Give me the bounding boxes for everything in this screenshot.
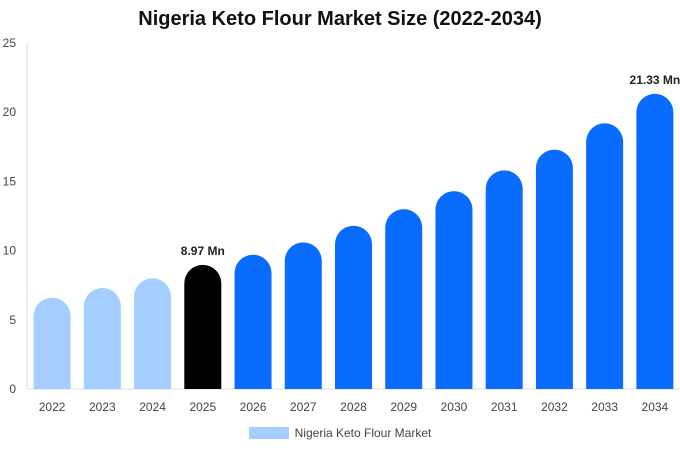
labels: 2022 2023 2024 2025 8.97 Mn 2026 2027 2028 2029 2… [39,73,680,414]
x-tick-label: 2030 [441,400,468,414]
data-label-2025: 8.97 Mn [181,244,225,258]
data-label-2034: 21.33 Mn [630,73,680,87]
x-tick-label: 2031 [491,400,518,414]
y-tick-label: 20 [3,105,17,119]
x-tick-label: 2027 [290,400,317,414]
legend-swatch [248,427,289,439]
y-tick-label: 0 [9,382,16,396]
bar-2024 [134,278,172,389]
x-tick-label: 2033 [591,400,618,414]
x-tick-label: 2028 [340,400,367,414]
bar-2030 [435,191,473,389]
y-tick-label: 5 [9,313,16,327]
x-tick-label: 2034 [642,400,669,414]
bar-2029 [385,209,423,389]
bar-2026 [234,254,272,389]
x-tick-label: 2029 [390,400,417,414]
x-tick-label: 2022 [39,400,66,414]
legend: Nigeria Keto Flour Market [0,426,680,440]
bar-2032 [535,149,573,389]
bar-2031 [485,170,523,389]
y-tick-label: 25 [3,36,17,50]
bar-2033 [586,123,624,389]
x-tick-label: 2024 [139,400,166,414]
y-tick-label: 15 [3,174,17,188]
bar-2022 [33,297,71,389]
x-tick-label: 2023 [89,400,116,414]
bar-2028 [335,225,372,389]
legend-label: Nigeria Keto Flour Market [294,426,432,440]
bars [33,93,674,389]
bar-2025 [184,264,222,389]
bar-2023 [83,287,121,389]
bar-2027 [284,242,322,389]
x-tick-label: 2026 [240,400,267,414]
bar-2034 [636,93,674,389]
y-tick-label: 10 [3,244,17,258]
chart-title: Nigeria Keto Flour Market Size (2022-203… [138,8,542,30]
x-tick-label: 2032 [541,400,568,414]
x-tick-label: 2025 [189,400,216,414]
